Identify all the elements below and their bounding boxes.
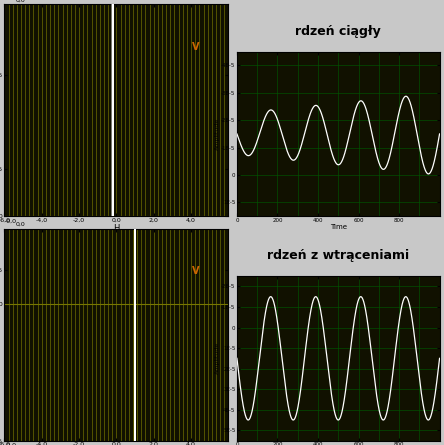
X-axis label: Time: Time	[330, 224, 347, 230]
Text: 0,0: 0,0	[16, 0, 25, 2]
Text: -0,0: -0,0	[4, 443, 16, 445]
Text: V: V	[192, 42, 200, 52]
Text: 0,0: 0,0	[16, 222, 25, 227]
Text: [A]: [A]	[179, 242, 191, 251]
Text: rdzeń z wtrąceniami: rdzeń z wtrąceniami	[267, 249, 409, 262]
Y-axis label: Amplitude: Amplitude	[215, 118, 220, 150]
X-axis label: H: H	[113, 224, 119, 233]
Y-axis label: Amplitude: Amplitude	[215, 342, 220, 374]
Text: -0,0: -0,0	[4, 218, 16, 223]
Text: V: V	[192, 266, 200, 276]
Text: rdzeń ciągły: rdzeń ciągły	[295, 24, 381, 38]
